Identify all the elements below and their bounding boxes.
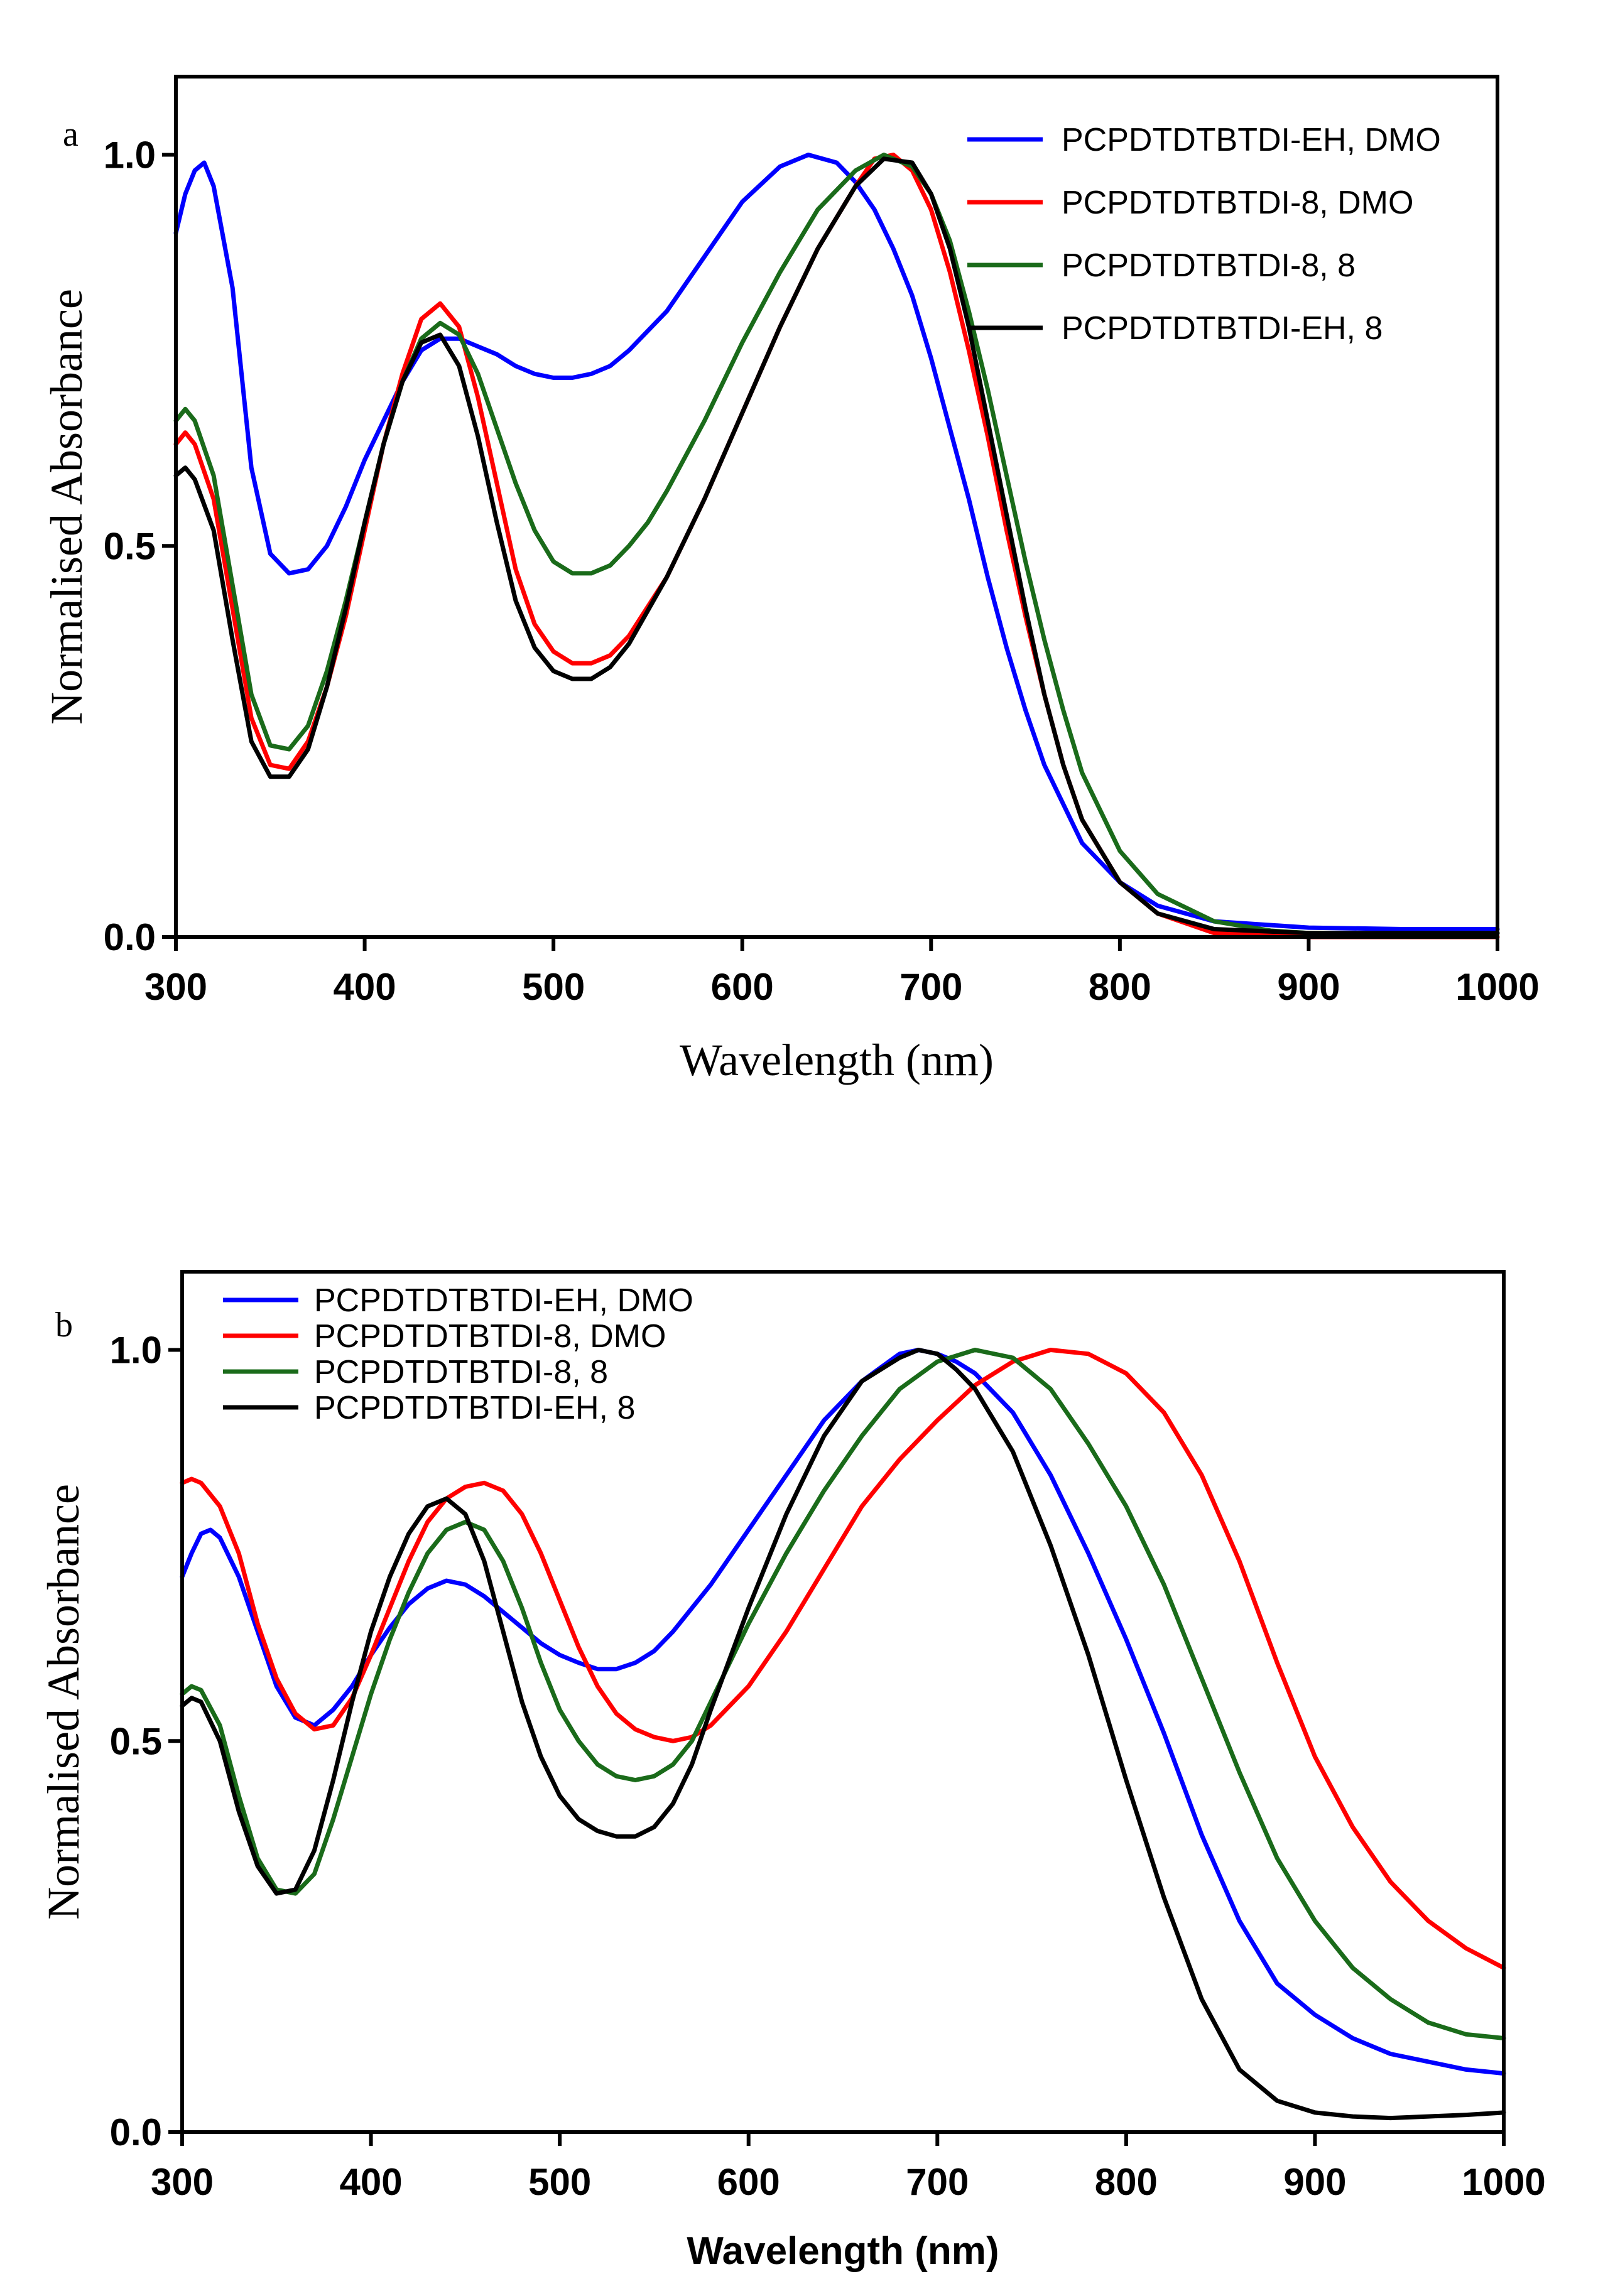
- panel-b-x-tick-label-2: 500: [528, 2161, 591, 2203]
- panel-b-x-axis-title: Wavelength (nm): [687, 2229, 999, 2273]
- panel-a-plot-frame: [174, 75, 1499, 939]
- panel-b-legend-label-4: PCPDTDTBTDI-EH, 8: [314, 1390, 635, 1426]
- panel-b-plot-frame: [180, 1270, 1506, 2134]
- panel-a-y-tick-label-2: 1.0: [104, 134, 156, 176]
- panel-a-x-tick-label-0: 300: [144, 966, 207, 1008]
- panel-a-x-tick-label-6: 900: [1277, 966, 1340, 1008]
- panel-b-series-line-3: [180, 1348, 1506, 2040]
- panel-b-legend-label-1: PCPDTDTBTDI-EH, DMO: [314, 1282, 693, 1319]
- panel-a-x-tick-label-7: 1000: [1455, 966, 1539, 1008]
- panel-b-x-tick-label-4: 700: [906, 2161, 969, 2203]
- panel-a-y-tick-label-1: 0.5: [104, 525, 156, 567]
- panel-a-label: a: [63, 115, 79, 154]
- panel-a-chart: a 300 400 500 600 700 800 900 1000 0.0 0.5 1.0 Wav…: [41, 75, 1540, 1085]
- panel-b-x-tick-label-5: 800: [1095, 2161, 1158, 2203]
- panel-b-series-line-4: [180, 1348, 1506, 2121]
- panel-b-x-tick-label-1: 400: [340, 2161, 403, 2203]
- panel-a-series-line-3: [173, 153, 1500, 936]
- panel-b-y-tick-label-0: 0.0: [110, 2111, 162, 2153]
- panel-a-y-tick-label-0: 0.0: [104, 916, 156, 958]
- panel-a-x-tick-label-2: 500: [522, 966, 585, 1008]
- panel-a-legend-label-3: PCPDTDTBTDI-8, 8: [1062, 247, 1356, 284]
- panel-a-x-tick-label-5: 800: [1089, 966, 1151, 1008]
- panel-b-x-tick-label-7: 1000: [1462, 2161, 1545, 2203]
- panel-b-series-line-2: [180, 1348, 1506, 1970]
- panel-b-legend-label-2: PCPDTDTBTDI-8, DMO: [314, 1318, 666, 1355]
- panel-b-x-tick-label-6: 900: [1283, 2161, 1346, 2203]
- panel-b-chart: b 300 400 500 600 700 800 900 1000 0.0 0.5 1.0 Wav…: [38, 1270, 1546, 2273]
- panel-a-x-axis-title: Wavelength (nm): [680, 1035, 994, 1085]
- panel-b-y-tick-label-1: 0.5: [110, 1720, 162, 1762]
- panel-b-x-tick-label-3: 600: [717, 2161, 780, 2203]
- panel-a-legend-label-1: PCPDTDTBTDI-EH, DMO: [1062, 122, 1441, 158]
- panel-a-legend-label-2: PCPDTDTBTDI-8, DMO: [1062, 185, 1413, 221]
- panel-a-series-line-4: [173, 156, 1500, 936]
- panel-a-series-line-1: [173, 153, 1500, 931]
- panel-a-x-tick-label-4: 700: [899, 966, 962, 1008]
- panel-a-y-axis-title: Normalised Absorbance: [41, 289, 92, 725]
- panel-b-x-tick-label-0: 300: [151, 2161, 214, 2203]
- panel-b-y-tick-label-2: 1.0: [110, 1329, 162, 1372]
- panel-a-x-tick-label-3: 600: [711, 966, 774, 1008]
- panel-b-label: b: [55, 1306, 73, 1345]
- panel-b-y-axis-title: Normalised Absorbance: [38, 1484, 89, 1920]
- panel-a-x-tick-label-1: 400: [334, 966, 396, 1008]
- panel-b-legend-label-3: PCPDTDTBTDI-8, 8: [314, 1354, 608, 1390]
- panel-a-legend-label-4: PCPDTDTBTDI-EH, 8: [1062, 310, 1383, 347]
- panel-a-legend: PCPDTDTBTDI-EH, DMO PCPDTDTBTDI-8, DMO PCP…: [967, 122, 1441, 347]
